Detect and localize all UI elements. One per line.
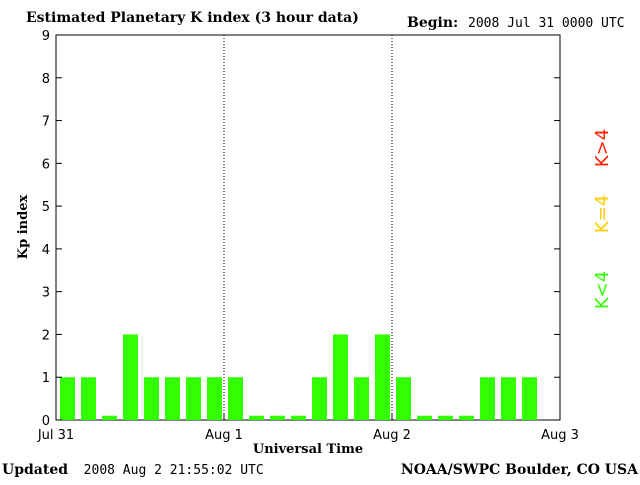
y-tick-label: 3	[42, 286, 50, 301]
x-axis-label: Universal Time	[253, 442, 363, 457]
kp-bar	[291, 415, 306, 420]
x-tick-label: Aug 2	[373, 428, 411, 443]
kp-bar	[81, 377, 96, 420]
y-tick-label: 1	[42, 371, 50, 386]
kp-bar	[417, 415, 432, 420]
kp-color-legend: K<4 K=4 K>4	[592, 129, 613, 309]
updated-label: Updated	[2, 462, 68, 478]
y-axis-label: Kp index	[16, 195, 31, 260]
x-tick-label: Aug 1	[205, 428, 243, 443]
kp-bar	[270, 415, 285, 420]
x-tick-label: Jul 31	[37, 428, 74, 443]
footer-credit: NOAA/SWPC Boulder, CO USA	[401, 462, 639, 478]
chart-title: Estimated Planetary K index (3 hour data…	[26, 10, 359, 26]
kp-bar	[312, 377, 327, 420]
kp-bar	[228, 377, 243, 420]
kp-bar	[354, 377, 369, 420]
y-axis-ticks: 0 1 2 3 4 5 6 7 8 9	[42, 29, 560, 429]
kp-bar	[123, 334, 138, 420]
footer-updated: Updated 2008 Aug 2 21:55:02 UTC	[2, 459, 264, 478]
kp-bar	[438, 415, 453, 420]
kp-bar	[396, 377, 411, 420]
kp-bar	[501, 377, 516, 420]
kp-bar	[144, 377, 159, 420]
kp-bar	[480, 377, 495, 420]
kp-bar	[60, 377, 75, 420]
legend-item: K>4	[592, 129, 613, 167]
kp-bar	[375, 334, 390, 420]
y-tick-label: 6	[42, 157, 50, 172]
y-tick-label: 2	[42, 328, 50, 343]
kp-bars	[60, 334, 537, 420]
begin-label: Begin:	[407, 15, 458, 31]
legend-item: K=4	[592, 195, 613, 233]
kp-bar	[459, 415, 474, 420]
y-tick-label: 0	[42, 414, 50, 429]
y-tick-label: 9	[42, 29, 50, 44]
kp-bar	[522, 377, 537, 420]
kp-bar	[333, 334, 348, 420]
plot-frame	[55, 34, 561, 421]
kp-bar	[249, 415, 264, 420]
kp-bar	[165, 377, 180, 420]
x-tick-label: Aug 3	[541, 428, 579, 443]
kp-bar	[186, 377, 201, 420]
legend-item: K<4	[592, 271, 613, 309]
kp-bar	[207, 377, 222, 420]
y-tick-label: 7	[42, 115, 50, 130]
updated-value: 2008 Aug 2 21:55:02 UTC	[84, 463, 264, 478]
begin-value: 2008 Jul 31 0000 UTC	[468, 16, 625, 31]
y-tick-label: 5	[42, 200, 50, 215]
x-axis-ticks: Jul 31 Aug 1 Aug 2 Aug 3	[37, 414, 579, 443]
day-separators	[223, 35, 393, 420]
y-tick-label: 8	[42, 72, 50, 87]
y-tick-label: 4	[42, 243, 50, 258]
kp-bar	[102, 415, 117, 420]
